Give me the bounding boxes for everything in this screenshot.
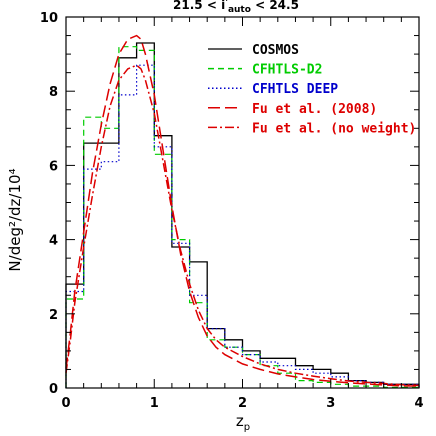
series-cfhtls-d2 <box>65 46 420 388</box>
y-tick-label: 4 <box>49 234 58 249</box>
chart-title: 21.5 < i'auto < 24.5 <box>173 0 299 15</box>
y-tick-label: 6 <box>49 159 58 174</box>
x-axis-title: zp <box>236 412 250 433</box>
legend-label: CFHTLS-D2 <box>252 63 322 78</box>
x-tick-label: 3 <box>326 396 335 411</box>
y-tick-label: 0 <box>49 382 58 397</box>
plot-area <box>65 34 420 388</box>
series-fu-et-al-2008 <box>65 34 420 387</box>
x-tick-label: 4 <box>414 396 423 411</box>
series-fu-et-al-no-weight <box>65 64 420 387</box>
legend-label: COSMOS <box>252 43 299 58</box>
x-tick-label: 2 <box>238 396 247 411</box>
y-tick-label: 8 <box>49 85 58 100</box>
legend-label: CFHTLS DEEP <box>252 82 338 97</box>
legend: COSMOS CFHTLS-D2 CFHTLS DEEP Fu et al. (200… <box>208 43 416 136</box>
legend-label: Fu et al. (2008) <box>252 102 377 117</box>
x-tick-label: 1 <box>150 396 159 411</box>
y-axis-title: N/deg²/dz/10⁴ <box>6 168 24 271</box>
y-tick-label: 2 <box>49 308 58 323</box>
x-tick-label: 0 <box>61 396 70 411</box>
series-cosmos <box>65 42 420 388</box>
legend-label: Fu et al. (no weight) <box>252 121 416 136</box>
y-tick-label: 10 <box>40 11 58 26</box>
axes: 0 1 2 3 4 0 2 4 6 8 10 <box>40 11 424 411</box>
series-cfhtls-deep <box>65 64 420 388</box>
